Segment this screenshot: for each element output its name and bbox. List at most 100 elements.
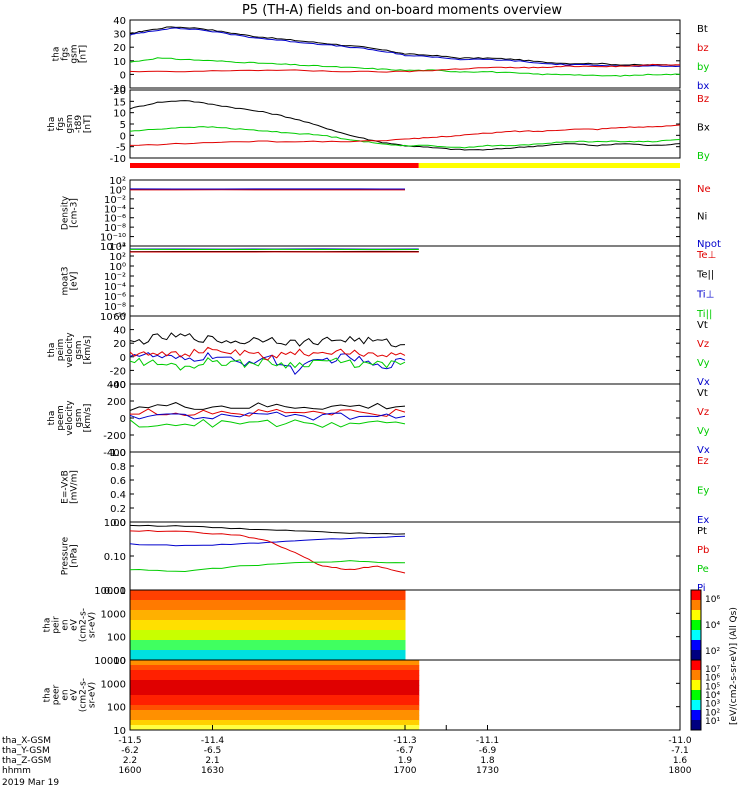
spectrogram-cell (329, 655, 337, 661)
spectrogram-cell (166, 710, 174, 716)
spectrogram-cell (137, 665, 145, 671)
spectrogram-cell (382, 665, 391, 671)
spectrogram-cell (173, 725, 182, 731)
spectrogram-cell (361, 705, 369, 711)
spectrogram-cell (339, 660, 348, 666)
spectrogram-cell (295, 650, 303, 656)
spectrogram-cell (274, 675, 283, 681)
spectrogram-cell (259, 680, 268, 686)
spectrogram-cell (267, 635, 275, 641)
spectrogram-cell (205, 620, 213, 626)
spectrogram-cell (130, 605, 138, 611)
spectrogram-cell (150, 655, 158, 661)
spectrogram-cell (336, 600, 344, 606)
spectrogram-cell (226, 630, 234, 636)
spectrogram-cell (370, 605, 378, 611)
spectrogram-cell (130, 620, 138, 626)
spectrogram-cell (343, 635, 351, 641)
y-tick-label: 0.8 (110, 462, 126, 473)
legend-item: Bt (697, 24, 708, 35)
x-row-label: tha_X-GSM (2, 736, 51, 746)
spectrogram-cell (301, 590, 310, 596)
spectrogram-cell (238, 725, 246, 731)
spectrogram-cell (310, 710, 319, 716)
spectrogram-cell (281, 590, 289, 596)
legend-item: Npot (697, 239, 721, 250)
y-tick-label: 0.01 (104, 586, 126, 597)
spectrogram-cell (173, 705, 182, 711)
spectrogram-cell (329, 600, 337, 606)
x-tick-label: -6.7 (396, 746, 414, 756)
spectrogram-cell (288, 725, 297, 731)
spectrogram-cell (301, 640, 310, 646)
spectrogram-cell (296, 720, 304, 726)
spectrogram-cell (240, 620, 248, 626)
spectrogram-cell (252, 695, 261, 701)
spectrogram-cell (397, 725, 405, 731)
spectrogram-cell (288, 685, 297, 691)
y-tick-label: 0 (120, 131, 126, 142)
panel-10: 10000 1000 100 10 tha peer en eV (cm2-s-sr-eV) 10… (43, 656, 721, 737)
spectrogram-cell (171, 620, 179, 626)
y-tick-label: 0 (120, 70, 126, 81)
spectrogram-cell (233, 610, 241, 616)
spectrogram-cell (339, 690, 348, 696)
colorbar-tick-label: 10² (705, 647, 720, 657)
spectrogram-cell (274, 680, 283, 686)
y-tick-label: 0.10 (104, 552, 126, 563)
spectrogram-cell (404, 670, 413, 676)
spectrogram-cell (136, 620, 145, 626)
spectrogram-cell (226, 600, 234, 606)
spectrogram-cell (212, 655, 220, 661)
spectrogram-cell (363, 625, 372, 631)
spectrogram-cell (151, 665, 160, 671)
spectrogram-cell (136, 625, 145, 631)
spectrogram-cell (240, 600, 248, 606)
spectrogram-cell (315, 610, 323, 616)
spectrogram-cell (130, 680, 138, 686)
spectrogram-cell (411, 725, 420, 731)
legend-item: Pb (697, 545, 709, 556)
spectrogram-cell (245, 685, 254, 691)
spectrogram-cell (336, 630, 344, 636)
spectrogram-cell (329, 610, 337, 616)
spectrogram-cell (411, 660, 420, 666)
spectrogram-cell (252, 720, 261, 726)
y-tick-label: 1000 (101, 679, 126, 690)
y-tick-label: 10⁻¹⁰ (100, 312, 126, 323)
spectrogram-cell (324, 705, 333, 711)
legend-item: Bz (697, 94, 709, 105)
spectrogram-cell (303, 670, 311, 676)
spectrogram-cell (151, 680, 160, 686)
spectrogram-cell (246, 615, 255, 621)
spectrogram-cell (391, 655, 399, 661)
spectrogram-cell (252, 690, 261, 696)
spectrogram-cell (375, 695, 384, 701)
spectrogram-cell (231, 725, 239, 731)
spectrogram-cell (398, 605, 406, 611)
spectrogram-cell (353, 725, 362, 731)
spectrogram-cell (339, 700, 348, 706)
spectrogram-cell (317, 720, 326, 726)
spectrogram-cell (303, 690, 311, 696)
spectrogram-cell (233, 620, 241, 626)
spectrogram-cell (253, 630, 262, 636)
spectrogram-cell (363, 590, 372, 596)
y-tick-label: 10⁰ (109, 185, 126, 196)
spectrogram-cell (346, 670, 355, 676)
spectrogram-cell (301, 635, 310, 641)
spectrogram-cell (398, 615, 406, 621)
spectrogram-cell (295, 600, 303, 606)
spectrogram-cell (350, 610, 358, 616)
spectrogram-cell (223, 690, 232, 696)
spectrogram-cell (233, 650, 241, 656)
spectrogram-cell (397, 675, 405, 681)
spectrogram-cell (324, 700, 333, 706)
spectrogram-cell (315, 635, 323, 641)
spectrogram-cell (202, 705, 210, 711)
spectrogram-cell (332, 690, 340, 696)
spectrogram-cell (296, 715, 304, 721)
spectrogram-cell (404, 700, 413, 706)
spectrogram-cell (267, 650, 275, 656)
spectrogram-cell (281, 665, 290, 671)
